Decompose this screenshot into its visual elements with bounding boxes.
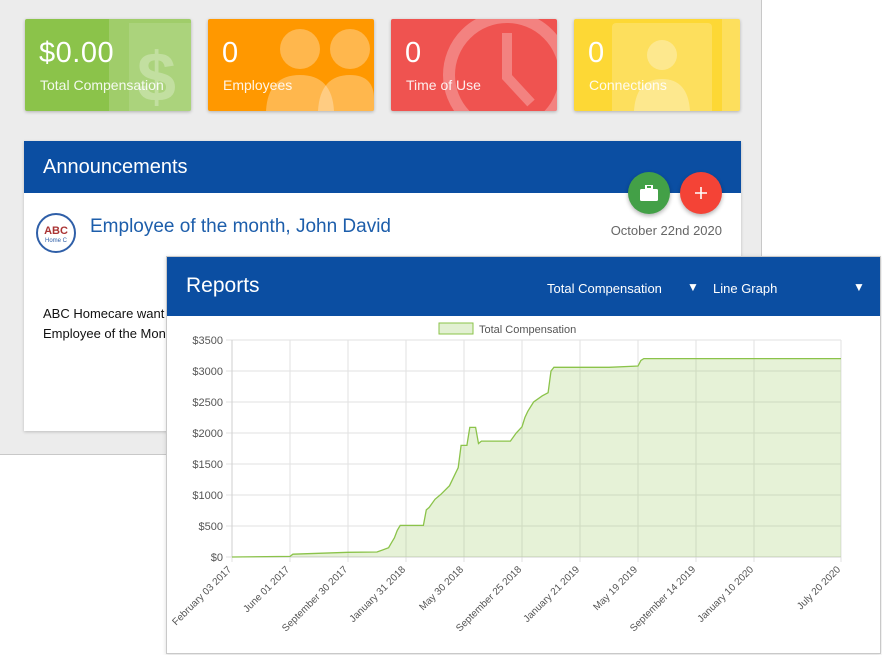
x-tick-label: January 21 2019	[522, 564, 583, 625]
x-tick-label: September 30 2017	[280, 564, 350, 634]
x-tick-label: September 14 2019	[628, 564, 698, 634]
x-tick-label: July 20 2020	[795, 564, 843, 612]
announcement-body: ABC Homecare want Employee of the Mon	[43, 304, 183, 344]
stat-value: 0	[405, 37, 422, 69]
y-tick-label: $3000	[192, 366, 223, 378]
y-tick-label: $1500	[192, 459, 223, 471]
reports-title: Reports	[186, 274, 260, 297]
stat-label: Time of Use	[406, 77, 481, 93]
svg-text:ABC: ABC	[44, 225, 68, 237]
stat-label: Total Compensation	[40, 77, 164, 93]
stat-card-employees[interactable]: 0 Employees	[208, 19, 374, 111]
graph-type-select[interactable]: Line Graph	[713, 281, 778, 296]
announcement-title-link[interactable]: Employee of the month, John David	[90, 216, 392, 237]
people-icon	[266, 29, 374, 111]
x-tick-label: May 30 2018	[417, 564, 466, 613]
contact-card-icon	[612, 19, 740, 111]
series-area	[232, 358, 841, 557]
x-tick-label: September 25 2018	[454, 564, 524, 634]
x-tick-label: May 19 2019	[591, 564, 640, 613]
compensation-chart: $0 $500 $1000 $1500 $2000 $2500 $3000 $3500 Febr…	[171, 322, 843, 634]
x-tick-label: January 10 2020	[696, 564, 757, 625]
metric-select[interactable]: Total Compensation	[547, 281, 662, 296]
company-logo: ABC Home C	[36, 213, 76, 253]
clock-icon	[443, 19, 557, 111]
briefcase-icon	[640, 185, 658, 201]
y-tick-label: $0	[211, 552, 223, 564]
x-tick-label: February 03 2017	[171, 564, 235, 628]
stat-value: $0.00	[39, 37, 115, 69]
stat-value: 0	[222, 37, 239, 69]
series-line	[231, 357, 841, 558]
announcement-date: October 22nd 2020	[610, 223, 722, 238]
stat-label: Connections	[589, 77, 667, 93]
reports-panel: Reports Total Compensation ▼ Line Graph …	[166, 256, 881, 654]
plus-icon	[695, 187, 707, 199]
announcement-body-line: ABC Homecare want	[43, 306, 165, 321]
y-tick-label: $2000	[192, 428, 223, 440]
stat-value: 0	[588, 37, 605, 69]
dollar-icon: $	[109, 19, 191, 111]
stat-card-connections[interactable]: 0 Connections	[574, 19, 740, 111]
add-announcement-button[interactable]	[680, 172, 722, 214]
announcements-header: Announcements	[24, 141, 741, 193]
y-tick-label: $2500	[192, 397, 223, 409]
y-tick-label: $500	[199, 521, 223, 533]
announcement-body-line: Employee of the Mon	[43, 326, 166, 341]
legend-swatch	[438, 322, 474, 335]
briefcase-button[interactable]	[628, 172, 670, 214]
chevron-down-icon[interactable]: ▼	[687, 280, 699, 294]
x-tick-label: January 31 2018	[348, 564, 409, 625]
svg-text:$: $	[137, 38, 176, 111]
stat-card-total-compensation[interactable]: $ $0.00 Total Compensation	[25, 19, 191, 111]
svg-text:Home C: Home C	[45, 238, 68, 244]
x-tick-label: June 01 2017	[241, 564, 292, 615]
reports-header: Reports Total Compensation ▼ Line Graph …	[167, 257, 880, 316]
legend-label: Total Compensation	[479, 324, 576, 336]
stat-label: Employees	[223, 77, 293, 93]
y-tick-label: $3500	[192, 335, 223, 347]
y-tick-label: $1000	[192, 490, 223, 502]
stat-card-time-of-use[interactable]: 0 Time of Use	[391, 19, 557, 111]
announcements-title: Announcements	[43, 156, 188, 178]
chevron-down-icon[interactable]: ▼	[853, 280, 865, 294]
